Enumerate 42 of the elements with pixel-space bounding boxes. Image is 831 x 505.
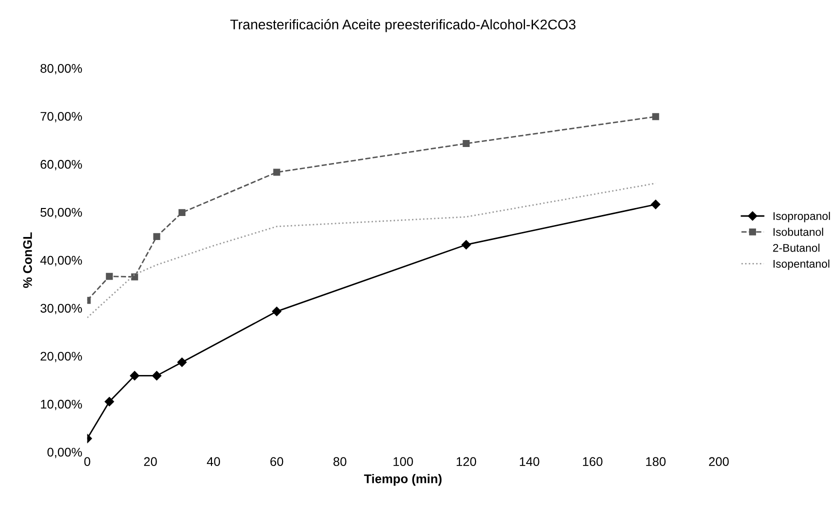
x-tick-label: 200 — [709, 457, 729, 466]
y-tick-label: 30,00% — [40, 304, 82, 314]
point — [462, 240, 471, 250]
point — [130, 371, 140, 380]
point — [177, 358, 187, 367]
chart-title: Tranesterificación Aceite preesterificado-Alcohol-K2CO3 — [230, 19, 576, 32]
y-tick-label: 80,00% — [40, 64, 82, 74]
point — [178, 209, 186, 216]
point — [131, 273, 138, 280]
text: 2-Butanol — [773, 244, 820, 252]
y-tick-label: 60,00% — [40, 160, 82, 170]
x-tick-label: 0 — [84, 457, 90, 466]
y-tick-label: 70,00% — [40, 112, 82, 122]
x-tick-label: 180 — [646, 457, 666, 466]
point — [152, 371, 162, 380]
y-tick-label: 0,00% — [47, 448, 82, 458]
legend-label: Isopropanol — [774, 212, 830, 222]
x-tick-label: 80 — [333, 457, 346, 466]
y-tick-label: 20,00% — [40, 352, 82, 362]
x-tick-label: 140 — [520, 457, 540, 466]
legend-label: Isobutanol — [774, 228, 824, 236]
y-tick-label: 50,00% — [40, 208, 82, 218]
y-axis-title: % ConGL — [23, 232, 32, 288]
x-tick-label: 60 — [270, 457, 284, 466]
x-tick-label: 160 — [583, 457, 602, 466]
x-tick-label: 120 — [456, 457, 476, 466]
x-tick-label: 20 — [144, 457, 157, 466]
x-axis-title: Tiempo (min) — [364, 474, 442, 486]
y-tick-label: 10,00% — [40, 400, 82, 410]
legend-label: Isopentanol — [774, 260, 830, 270]
point — [104, 396, 114, 406]
point — [652, 113, 660, 120]
point — [153, 233, 160, 240]
point — [272, 306, 282, 316]
point — [106, 272, 113, 280]
x-tick-label: 100 — [394, 457, 413, 466]
y-tick-label: 40,00% — [40, 256, 82, 266]
point — [462, 140, 470, 147]
point — [273, 168, 280, 176]
x-tick-label: 40 — [206, 457, 220, 466]
line-series — [87, 182, 656, 318]
point — [651, 200, 660, 210]
